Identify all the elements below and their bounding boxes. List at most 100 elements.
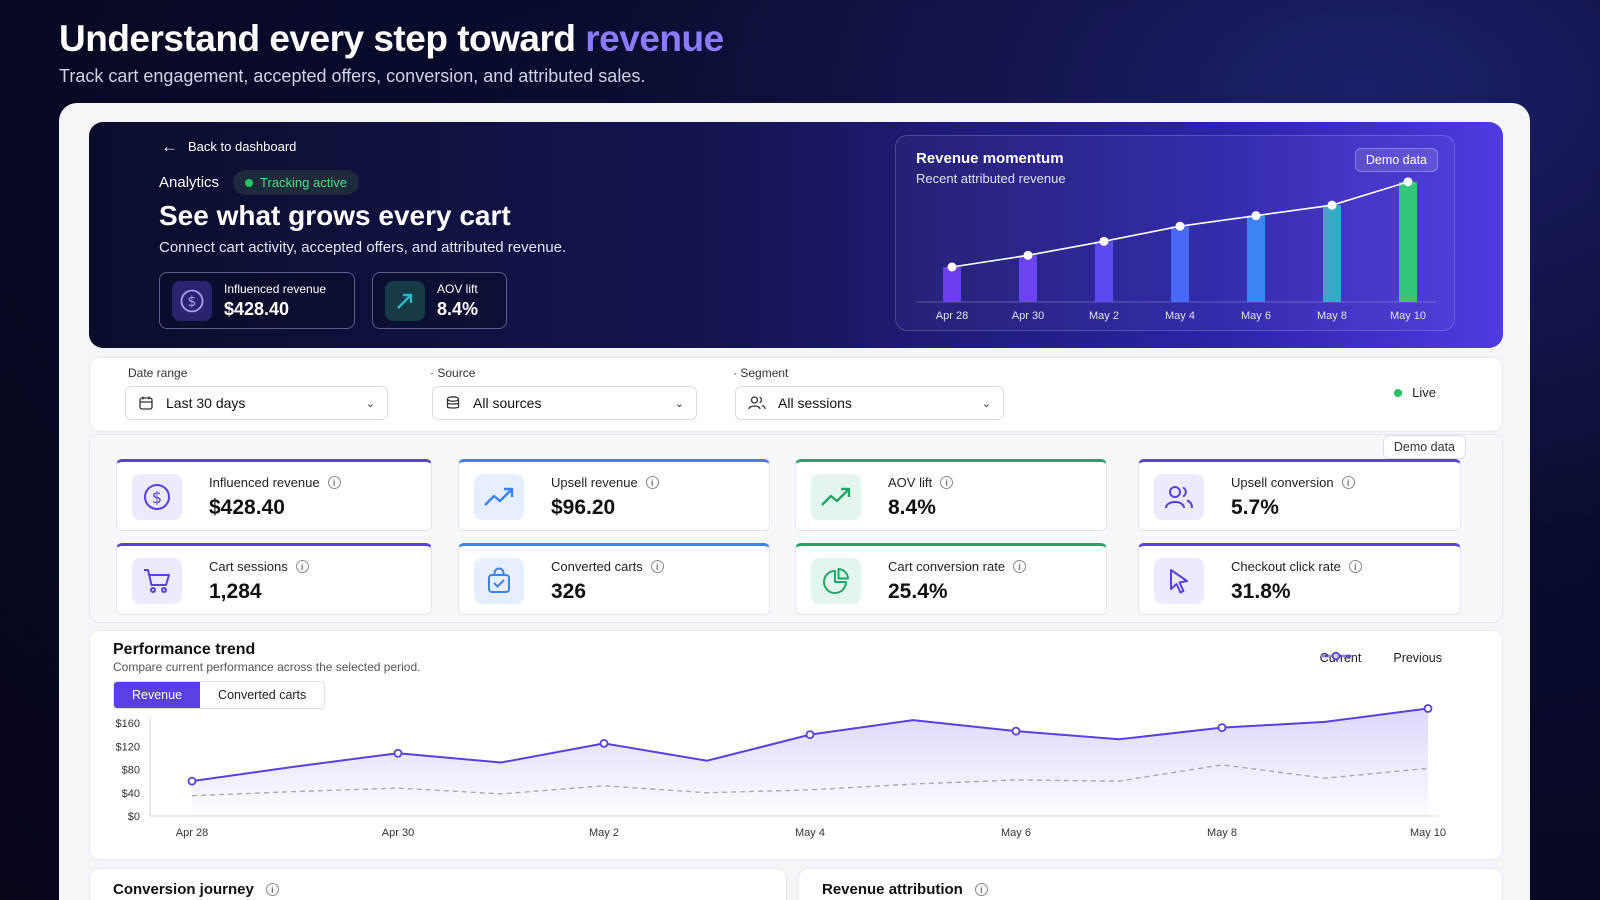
- demo-data-badge: Demo data: [1382, 435, 1466, 459]
- performance-subtitle: Compare current performance across the s…: [113, 660, 421, 674]
- info-icon[interactable]: i: [940, 476, 954, 489]
- momentum-point: [1023, 250, 1033, 260]
- kpi-value: 5.7%: [1231, 496, 1279, 519]
- momentum-title: Revenue momentum: [916, 150, 1064, 167]
- kpi-value: 25.4%: [888, 580, 948, 603]
- kpi-label: AOV lift: [888, 475, 933, 490]
- momentum-tick-label: Apr 30: [1012, 310, 1044, 322]
- y-tick-label: $0: [128, 811, 140, 823]
- svg-text:$: $: [152, 488, 162, 507]
- hero-stat-aov-lift: AOV lift 8.4%: [372, 272, 507, 329]
- kpi-card-aov-lift[interactable]: AOV lift i 8.4%: [795, 459, 1107, 531]
- x-tick-label: May 2: [589, 827, 619, 839]
- kpi-card-cart-sessions[interactable]: Cart sessions i 1,284: [116, 543, 432, 615]
- info-icon[interactable]: i: [1348, 560, 1362, 573]
- segment-label-text: Segment: [740, 366, 789, 380]
- info-icon[interactable]: i: [650, 560, 664, 573]
- status-label: Tracking active: [260, 175, 347, 190]
- hero-stat-value: 8.4%: [437, 298, 479, 319]
- info-icon[interactable]: i: [1341, 476, 1355, 489]
- kpi-label: Cart conversion rate: [888, 559, 1006, 574]
- performance-line-chart: $0 $40 $80 $120 $160 Apr 28 Apr 30 May 2 May 4 Ma…: [116, 704, 1446, 839]
- tab-revenue[interactable]: Revenue: [114, 682, 201, 708]
- momentum-subtitle: Recent attributed revenue: [916, 171, 1066, 186]
- kpi-label-row: AOV lift i: [888, 475, 954, 490]
- users-icon: [748, 396, 766, 410]
- date-range-value: Last 30 days: [166, 395, 246, 411]
- chart-legend: Current Previous: [1320, 651, 1442, 665]
- trend-up-icon: [385, 280, 425, 321]
- current-series-point[interactable]: [805, 730, 815, 740]
- x-tick-label: Apr 28: [176, 827, 208, 839]
- kpi-value: 326: [551, 580, 587, 603]
- tab-converted-carts[interactable]: Converted carts: [200, 682, 325, 708]
- kpi-value: 8.4%: [888, 496, 936, 519]
- dollar-icon: $: [172, 280, 212, 321]
- momentum-tick-label: May 4: [1165, 310, 1195, 322]
- y-tick-label: $40: [122, 788, 140, 800]
- info-icon[interactable]: i: [974, 883, 988, 896]
- live-dot-icon: [1394, 388, 1403, 397]
- kpi-value: $96.20: [551, 496, 616, 519]
- revenue-momentum-card: Revenue momentum Recent attributed reven…: [895, 135, 1455, 331]
- legend-previous-line-icon: [1320, 655, 1349, 657]
- kpi-value: $428.40: [209, 496, 285, 519]
- segment-label: · Segment: [733, 366, 789, 380]
- performance-title: Performance trend: [113, 641, 256, 658]
- kpi-card-checkout-click-rate[interactable]: Checkout click rate i 31.8%: [1138, 543, 1461, 615]
- metric-tabs: Revenue Converted carts: [113, 681, 326, 709]
- momentum-bar: [943, 267, 961, 302]
- date-range-label: Date range: [128, 366, 188, 380]
- kpi-label: Influenced revenue: [209, 475, 320, 490]
- page-headline: Understand every step toward revenue: [59, 18, 724, 60]
- kpi-label-row: Converted carts i: [551, 559, 664, 574]
- current-series-point[interactable]: [599, 738, 609, 748]
- current-series-point[interactable]: [1217, 723, 1227, 733]
- current-series-point[interactable]: [1011, 726, 1021, 736]
- momentum-point: [1251, 211, 1261, 221]
- back-to-dashboard-link[interactable]: ← Back to dashboard: [161, 138, 296, 155]
- kpi-card-converted-carts[interactable]: Converted carts i 326: [458, 543, 770, 615]
- x-tick-label: May 4: [795, 827, 825, 839]
- kpi-label: Cart sessions: [209, 559, 288, 574]
- y-tick-label: $160: [116, 718, 140, 730]
- x-tick-label: May 8: [1207, 827, 1237, 839]
- segment-value: All sessions: [778, 395, 852, 411]
- cart-icon: [132, 558, 182, 604]
- headline-main: Understand every step toward: [59, 18, 576, 59]
- chevron-down-icon: ⌄: [365, 397, 375, 410]
- info-icon[interactable]: i: [1013, 560, 1027, 573]
- segment-select[interactable]: All sessions ⌄: [735, 386, 1004, 420]
- momentum-tick-label: May 2: [1089, 310, 1119, 322]
- kpi-card-influenced-revenue[interactable]: $ Influenced revenue i $428.40: [116, 459, 432, 531]
- bag-check-icon: [474, 558, 524, 604]
- info-icon[interactable]: i: [327, 476, 341, 489]
- headline-accent: revenue: [585, 18, 724, 59]
- momentum-tick-label: Apr 28: [936, 310, 968, 322]
- legend-previous[interactable]: Previous: [1320, 651, 1442, 665]
- current-series-point[interactable]: [187, 776, 197, 786]
- info-icon[interactable]: i: [265, 883, 279, 896]
- filter-bar: Date range Last 30 days ⌄ · Source All s…: [89, 357, 1503, 432]
- revenue-attribution-title: Revenue attribution: [822, 881, 963, 898]
- source-select[interactable]: All sources ⌄: [432, 386, 697, 420]
- info-icon[interactable]: i: [645, 476, 659, 489]
- kpi-card-upsell-conversion[interactable]: Upsell conversion i 5.7%: [1138, 459, 1461, 531]
- live-indicator: Live: [1394, 385, 1436, 400]
- kpi-label: Upsell revenue: [551, 475, 638, 490]
- x-tick-label: Apr 30: [382, 827, 414, 839]
- current-series-point[interactable]: [1423, 704, 1433, 713]
- legend-previous-label: Previous: [1393, 651, 1442, 665]
- source-value: All sources: [473, 395, 542, 411]
- date-range-select[interactable]: Last 30 days ⌄: [125, 386, 388, 420]
- current-series-point[interactable]: [393, 748, 403, 758]
- revenue-attribution-card: Revenue attribution i: [798, 868, 1503, 900]
- kpi-card-cart-conversion-rate[interactable]: Cart conversion rate i 25.4%: [795, 543, 1107, 615]
- x-tick-label: May 10: [1410, 827, 1446, 839]
- info-icon[interactable]: i: [295, 560, 309, 573]
- trend-up-icon: [811, 474, 861, 520]
- y-tick-label: $80: [122, 765, 140, 777]
- current-series-area: [192, 708, 1428, 816]
- kpi-label-row: Influenced revenue i: [209, 475, 341, 490]
- kpi-card-upsell-revenue[interactable]: Upsell revenue i $96.20: [458, 459, 770, 531]
